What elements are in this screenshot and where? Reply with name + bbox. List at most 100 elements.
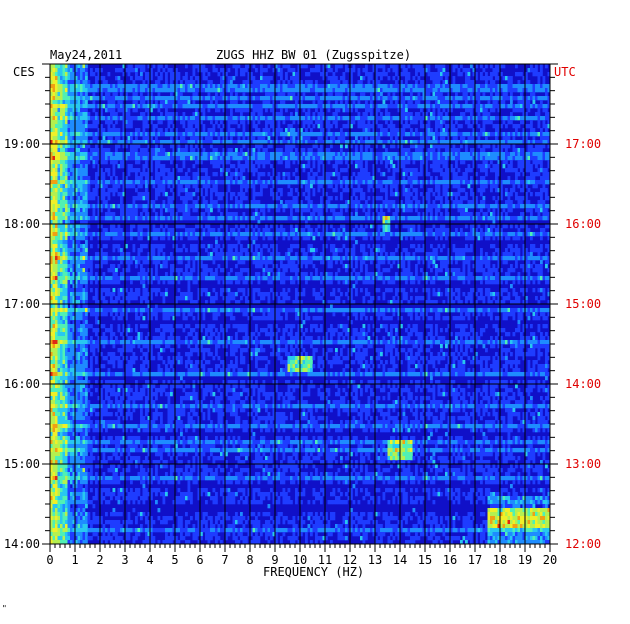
spectrogram-cell [357,104,361,109]
spectrogram-cell [507,132,511,137]
spectrogram-cell [50,172,53,177]
spectrogram-cell [467,124,471,129]
spectrogram-cell [127,104,131,109]
spectrogram-cell [145,176,148,181]
spectrogram-cell [135,116,138,121]
spectrogram-cell [135,156,138,161]
spectrogram-cell [282,96,286,101]
spectrogram-cell [207,176,211,181]
spectrogram-cell [525,88,528,93]
spectrogram-cell [105,184,108,189]
spectrogram-cell [297,88,301,93]
spectrogram-cell [540,188,543,193]
spectrogram-cell [172,72,176,77]
spectrogram-cell [415,132,418,137]
spectrogram-cell [280,204,283,209]
spectrogram-cell [480,96,483,101]
spectrogram-cell [215,120,218,125]
spectrogram-cell [362,120,366,125]
spectrogram-cell [80,144,83,149]
spectrogram-cell [285,132,288,137]
spectrogram-cell [102,188,106,193]
spectrogram-cell [480,180,483,185]
spectrogram-cell [272,204,276,209]
spectrogram-cell [410,84,413,89]
spectrogram-cell [367,120,371,125]
spectrogram-cell [455,132,458,137]
spectrogram-cell [517,116,521,121]
spectrogram-cell [437,208,441,213]
spectrogram-cell [182,164,186,169]
spectrogram-cell [267,172,271,177]
spectrogram-cell [450,108,453,113]
spectrogram-cell [370,112,373,117]
spectrogram-cell [527,124,531,129]
spectrogram-cell [50,112,53,117]
spectrogram-cell [137,140,141,145]
spectrogram-cell [222,160,226,165]
spectrogram-cell [155,160,158,165]
spectrogram-cell [252,196,256,201]
spectrogram-cell [80,64,83,69]
spectrogram-cell [50,176,53,181]
spectrogram-cell [545,188,548,193]
spectrogram-cell [92,156,96,161]
spectrogram-cell [390,140,393,145]
spectrogram-cell [290,208,293,213]
spectrogram-cell [112,152,116,157]
spectrogram-cell [390,180,393,185]
spectrogram-cell [440,68,443,73]
spectrogram-cell [392,192,396,197]
spectrogram-cell [397,116,401,121]
spectrogram-cell [535,208,538,213]
spectrogram-cell [77,64,81,69]
spectrogram-cell [202,124,206,129]
spectrogram-cell [497,168,501,173]
spectrogram-cell [335,156,338,161]
spectrogram-cell [245,68,248,73]
spectrogram-cell [115,116,118,121]
spectrogram-cell [230,104,233,109]
spectrogram-cell [342,108,346,113]
spectrogram-cell [460,132,463,137]
spectrogram-cell [185,184,188,189]
spectrogram-cell [422,72,426,77]
spectrogram-cell [495,116,498,121]
spectrogram-cell [165,156,168,161]
spectrogram-cell [417,172,421,177]
spectrogram-cell [510,192,513,197]
spectrogram-cell [327,120,331,125]
spectrogram-cell [380,72,383,77]
spectrogram-cell [95,124,98,129]
spectrogram-cell [227,120,231,125]
spectrogram-cell [72,184,76,189]
spectrogram-cell [392,176,396,181]
spectrogram-cell [87,132,91,137]
spectrogram-cell [50,124,53,129]
spectrogram-cell [150,96,153,101]
spectrogram-cell [365,112,368,117]
spectrogram-cell [355,104,358,109]
spectrogram-cell [120,88,123,93]
spectrogram-cell [407,124,411,129]
spectrogram-cell [340,144,343,149]
spectrogram-cell [120,196,123,201]
spectrogram-cell [305,128,308,133]
spectrogram-cell [50,136,53,141]
spectrogram-cell [240,172,243,177]
spectrogram-cell [390,152,393,157]
spectrogram-cell [312,84,316,89]
spectrogram-cell [147,172,151,177]
spectrogram-cell [307,96,311,101]
spectrogram-cell [395,88,398,93]
spectrogram-cell [497,160,501,165]
spectrogram-cell [287,88,291,93]
spectrogram-cell [165,100,168,105]
spectrogram-cell [277,64,281,69]
spectrogram-cell [120,208,123,213]
spectrogram-cell [410,180,413,185]
spectrogram-cell [305,80,308,85]
spectrogram-cell [170,104,173,109]
spectrogram-cell [55,144,58,149]
spectrogram-cell [412,144,416,149]
